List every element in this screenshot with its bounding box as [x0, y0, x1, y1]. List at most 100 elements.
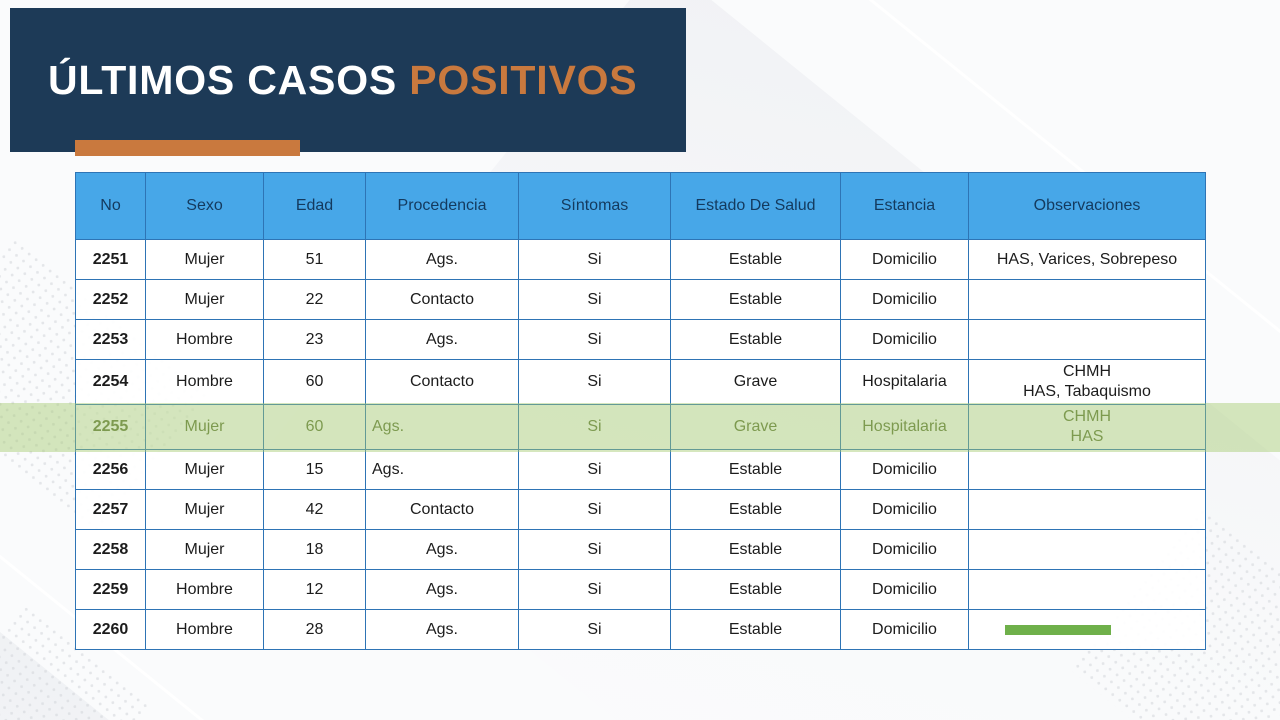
cell-sintomas-2259: Si [518, 569, 671, 610]
cell-estado-de-salud-2253: Estable [670, 319, 841, 360]
cell-edad-2255: 60 [263, 404, 366, 450]
cell-estado-de-salud-2256: Estable [670, 449, 841, 490]
cell-sexo-2259: Hombre [145, 569, 264, 610]
table-row-2259: 2259 Hombre 12 Ags. Si Estable Domicilio [75, 569, 1206, 610]
cell-edad-2253: 23 [263, 319, 366, 360]
cell-sexo-2256: Mujer [145, 449, 264, 490]
cell-observaciones-2256 [968, 449, 1206, 490]
cell-procedencia-2259: Ags. [365, 569, 519, 610]
column-header-edad: Edad [263, 172, 366, 240]
column-header-estado-de-salud: Estado De Salud [670, 172, 841, 240]
cell-estado-de-salud-2254: Grave [670, 359, 841, 405]
cell-no-2260: 2260 [75, 609, 146, 650]
cell-sexo-2251: Mujer [145, 239, 264, 280]
cell-procedencia-2257: Contacto [365, 489, 519, 530]
cell-no-2255: 2255 [75, 404, 146, 450]
cell-sintomas-2251: Si [518, 239, 671, 280]
green-marker-bar [1005, 624, 1111, 635]
cell-no-2254: 2254 [75, 359, 146, 405]
table-row-2256: 2256 Mujer 15 Ags. Si Estable Domicilio [75, 449, 1206, 490]
cell-sintomas-2253: Si [518, 319, 671, 360]
cell-edad-2260: 28 [263, 609, 366, 650]
table-row-2253: 2253 Hombre 23 Ags. Si Estable Domicilio [75, 319, 1206, 360]
cell-no-2251: 2251 [75, 239, 146, 280]
cell-estancia-2260: Domicilio [840, 609, 969, 650]
cell-estancia-2257: Domicilio [840, 489, 969, 530]
cell-observaciones-2260 [968, 609, 1206, 650]
column-header-estancia: Estancia [840, 172, 969, 240]
cell-estancia-2254: Hospitalaria [840, 359, 969, 405]
cell-no-2258: 2258 [75, 529, 146, 570]
cell-procedencia-2260: Ags. [365, 609, 519, 650]
cell-estado-de-salud-2255: Grave [670, 404, 841, 450]
cell-sexo-2252: Mujer [145, 279, 264, 320]
cell-no-2253: 2253 [75, 319, 146, 360]
column-header-observaciones: Observaciones [968, 172, 1206, 240]
cell-procedencia-2251: Ags. [365, 239, 519, 280]
table-row-2260: 2260 Hombre 28 Ags. Si Estable Domicilio [75, 609, 1206, 650]
cell-observaciones-2253 [968, 319, 1206, 360]
page-title: ÚLTIMOS CASOS POSITIVOS [48, 57, 637, 104]
table-header: No Sexo Edad Procedencia Síntomas Estado De S… [75, 172, 1206, 240]
cell-estado-de-salud-2259: Estable [670, 569, 841, 610]
cell-estancia-2255: Hospitalaria [840, 404, 969, 450]
table-row-2254: 2254 Hombre 60 Contacto Si Grave Hospitalaria C… [75, 359, 1206, 405]
cell-estancia-2252: Domicilio [840, 279, 969, 320]
cell-procedencia-2258: Ags. [365, 529, 519, 570]
cell-sexo-2255: Mujer [145, 404, 264, 450]
cell-sintomas-2254: Si [518, 359, 671, 405]
table-row-2252: 2252 Mujer 22 Contacto Si Estable Domicilio [75, 279, 1206, 320]
cell-observaciones-2254: CHMH HAS, Tabaquismo [968, 359, 1206, 405]
table-header-row: No Sexo Edad Procedencia Síntomas Estado De S… [75, 172, 1206, 240]
cell-observaciones-2255: CHMH HAS [968, 404, 1206, 450]
cell-no-2252: 2252 [75, 279, 146, 320]
cell-estado-de-salud-2258: Estable [670, 529, 841, 570]
column-header-sexo: Sexo [145, 172, 264, 240]
cell-sintomas-2252: Si [518, 279, 671, 320]
cell-sintomas-2256: Si [518, 449, 671, 490]
cell-estancia-2256: Domicilio [840, 449, 969, 490]
cell-edad-2257: 42 [263, 489, 366, 530]
cell-sexo-2257: Mujer [145, 489, 264, 530]
cell-no-2256: 2256 [75, 449, 146, 490]
cell-sintomas-2260: Si [518, 609, 671, 650]
cell-sexo-2260: Hombre [145, 609, 264, 650]
cell-sexo-2253: Hombre [145, 319, 264, 360]
cell-estado-de-salud-2260: Estable [670, 609, 841, 650]
cell-procedencia-2252: Contacto [365, 279, 519, 320]
cell-edad-2251: 51 [263, 239, 366, 280]
cell-sintomas-2257: Si [518, 489, 671, 530]
cases-table: No Sexo Edad Procedencia Síntomas Estado De S… [75, 172, 1206, 650]
cell-estancia-2258: Domicilio [840, 529, 969, 570]
title-underline-bar [75, 140, 300, 156]
cell-sintomas-2258: Si [518, 529, 671, 570]
cell-no-2259: 2259 [75, 569, 146, 610]
cell-observaciones-2252 [968, 279, 1206, 320]
table-body: 2251 Mujer 51 Ags. Si Estable Domicilio HAS, Va… [75, 239, 1206, 650]
cell-procedencia-2256: Ags. [365, 449, 519, 490]
cell-sexo-2258: Mujer [145, 529, 264, 570]
cell-edad-2256: 15 [263, 449, 366, 490]
cell-estancia-2253: Domicilio [840, 319, 969, 360]
table-row-2257: 2257 Mujer 42 Contacto Si Estable Domicilio [75, 489, 1206, 530]
cell-procedencia-2254: Contacto [365, 359, 519, 405]
cell-estado-de-salud-2257: Estable [670, 489, 841, 530]
table-row-2251: 2251 Mujer 51 Ags. Si Estable Domicilio HAS, Va… [75, 239, 1206, 280]
cell-procedencia-2253: Ags. [365, 319, 519, 360]
cell-sintomas-2255: Si [518, 404, 671, 450]
cell-no-2257: 2257 [75, 489, 146, 530]
column-header-procedencia: Procedencia [365, 172, 519, 240]
cell-edad-2252: 22 [263, 279, 366, 320]
cell-procedencia-2255: Ags. [365, 404, 519, 450]
cell-edad-2258: 18 [263, 529, 366, 570]
cell-edad-2259: 12 [263, 569, 366, 610]
table-row-2258: 2258 Mujer 18 Ags. Si Estable Domicilio [75, 529, 1206, 570]
page-title-main: ÚLTIMOS CASOS [48, 56, 398, 103]
cell-sexo-2254: Hombre [145, 359, 264, 405]
cell-observaciones-2257 [968, 489, 1206, 530]
column-header-no: No [75, 172, 146, 240]
cell-estancia-2251: Domicilio [840, 239, 969, 280]
cell-observaciones-2251: HAS, Varices, Sobrepeso [968, 239, 1206, 280]
column-header-sintomas: Síntomas [518, 172, 671, 240]
